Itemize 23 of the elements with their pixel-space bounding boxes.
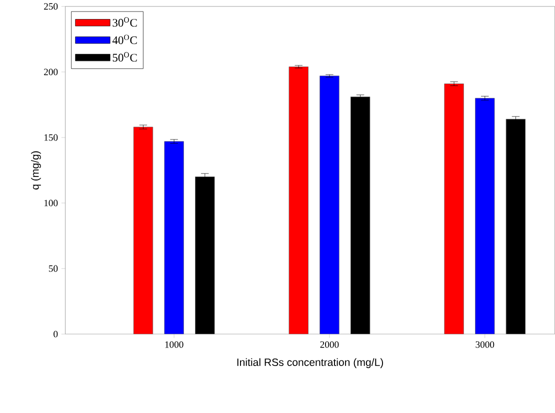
y-tick-label: 250 xyxy=(44,3,58,10)
bar xyxy=(164,141,184,334)
y-tick-label: 200 xyxy=(44,68,58,76)
y-tick-label: 50 xyxy=(48,265,58,272)
bar xyxy=(444,84,464,334)
legend-label: 50$^{O}$C xyxy=(112,52,137,62)
y-tick-label: 100 xyxy=(44,200,58,206)
bar xyxy=(288,66,308,334)
bar xyxy=(475,98,495,334)
y-axis-title: q (mg/g) xyxy=(31,151,41,190)
y-tick-label: 150 xyxy=(44,134,58,141)
bar xyxy=(506,119,526,334)
legend-label: 30$^{O}$C xyxy=(112,17,137,27)
x-axis-title: Initial RSs concentration (mg/L) xyxy=(237,358,384,368)
x-tick-label: 3000 xyxy=(476,341,494,348)
bar xyxy=(350,96,370,334)
x-tick-label: 1000 xyxy=(165,341,184,348)
bar xyxy=(320,76,340,334)
y-tick-label: 0 xyxy=(54,330,58,338)
legend-label: 40$^{O}$C xyxy=(112,34,137,44)
bar xyxy=(133,126,154,334)
bar xyxy=(195,176,215,334)
x-tick-label: 2000 xyxy=(320,341,339,348)
